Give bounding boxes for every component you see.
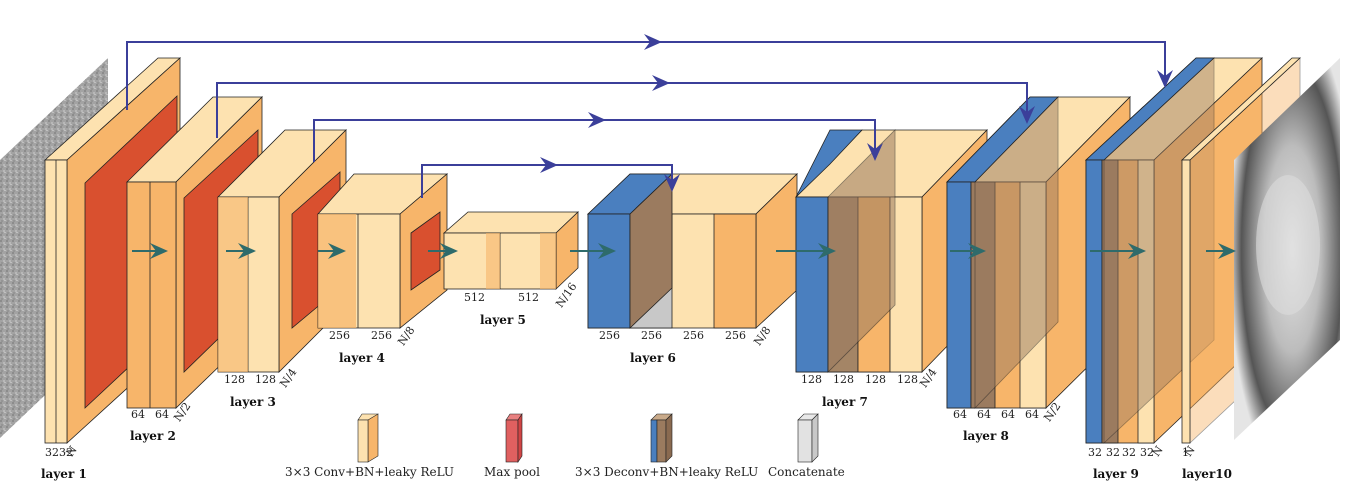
dim-label: 64	[953, 408, 967, 421]
dim-label: 128	[833, 373, 854, 386]
dim-label: 128	[897, 373, 918, 386]
layer-4-blocks	[317, 173, 449, 329]
dim-label: 32	[1122, 446, 1136, 459]
dim-label: 32	[59, 446, 73, 459]
dim-label: 128	[255, 373, 276, 386]
dim-label: 64	[155, 408, 169, 421]
legend-deconv: 3×3 Deconv+BN+leaky ReLU	[575, 413, 758, 479]
layer-names: layer 1 layer 2 layer 3 layer 4 layer 5 …	[41, 313, 1232, 481]
legend-conv-label: 3×3 Conv+BN+leaky ReLU	[285, 465, 454, 479]
dim-label: 128	[865, 373, 886, 386]
layer-name: layer10	[1182, 467, 1232, 481]
layer-6-blocks	[587, 173, 798, 329]
dim-label: 256	[725, 329, 746, 342]
dim-label: 64	[1025, 408, 1039, 421]
dim-label: 1	[1182, 446, 1189, 459]
dim-label: 64	[1001, 408, 1015, 421]
dim-label: 64	[131, 408, 145, 421]
dim-label: 128	[224, 373, 245, 386]
dim-label: 64	[977, 408, 991, 421]
layer-name: layer 7	[822, 395, 868, 409]
dim-label: 512	[518, 291, 539, 304]
dim-label: 256	[683, 329, 704, 342]
layer-name: layer 3	[230, 395, 276, 409]
dim-label: 256	[641, 329, 662, 342]
legend-concat: Concatenate	[768, 413, 845, 479]
dim-label: 32	[1140, 446, 1154, 459]
legend-concat-label: Concatenate	[768, 465, 845, 479]
layer-5-blocks	[442, 211, 579, 290]
legend-pool-label: Max pool	[484, 465, 540, 479]
dim-label: 256	[329, 329, 350, 342]
dim-label: 32	[1088, 446, 1102, 459]
legend-deconv-label: 3×3 Deconv+BN+leaky ReLU	[575, 465, 758, 479]
skip-connections	[126, 34, 1173, 198]
dim-label: 32	[45, 446, 59, 459]
layer-name: layer 5	[480, 313, 526, 327]
output-image	[1234, 58, 1340, 440]
layer-name: layer 8	[963, 429, 1009, 443]
layer-name: layer 2	[130, 429, 176, 443]
legend-conv: 3×3 Conv+BN+leaky ReLU	[285, 413, 454, 479]
layer-name: layer 4	[339, 351, 385, 365]
dim-label: 256	[371, 329, 392, 342]
dim-label: 32	[1106, 446, 1120, 459]
layer-name: layer 6	[630, 351, 676, 365]
dim-label: 256	[599, 329, 620, 342]
dim-label: 512	[464, 291, 485, 304]
layer-name: layer 9	[1093, 467, 1139, 481]
legend-pool: Max pool	[484, 413, 540, 479]
legend: 3×3 Conv+BN+leaky ReLU Max pool 3×3 Deco…	[285, 413, 845, 479]
layer-name: layer 1	[41, 467, 87, 481]
dim-label: 128	[801, 373, 822, 386]
